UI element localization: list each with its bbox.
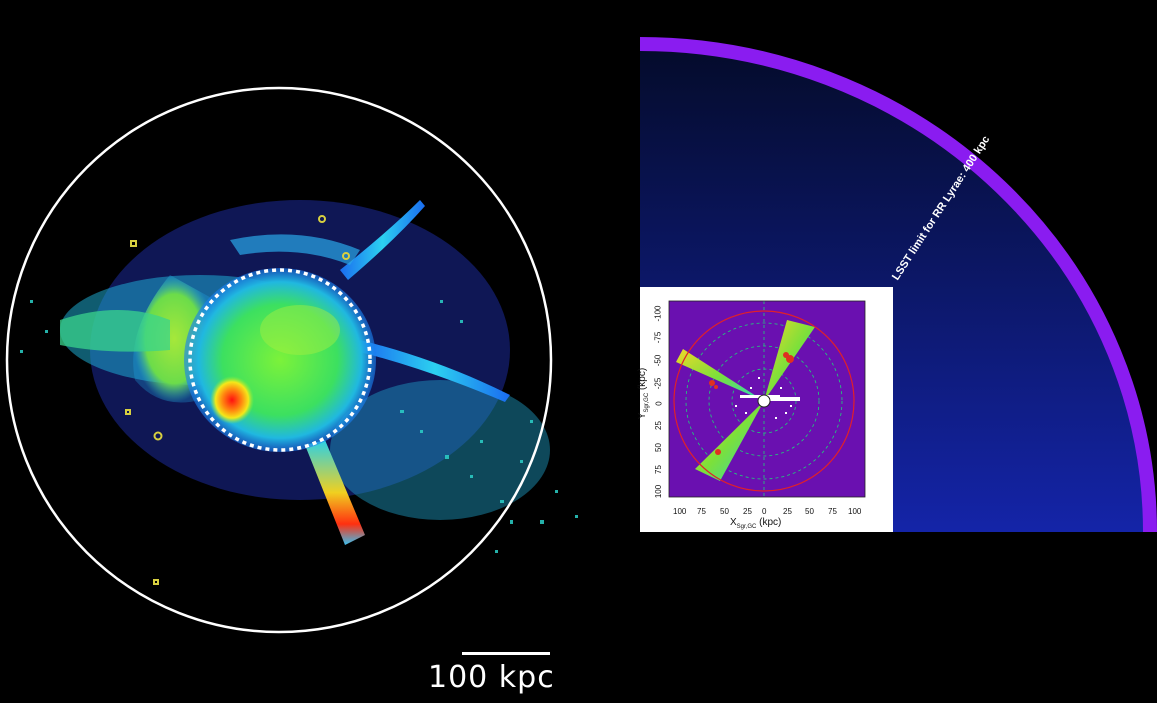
- stellar-shell: [60, 310, 170, 352]
- hot-spot: [210, 376, 254, 424]
- galactic-center: [757, 394, 771, 408]
- inset-plot-area: [668, 300, 866, 498]
- debris-speckle: [20, 300, 578, 553]
- core-highlight: [260, 305, 340, 355]
- y-tick: 75: [653, 465, 663, 474]
- y-label-main: Y: [637, 412, 649, 420]
- x-tick: 100: [848, 507, 862, 516]
- stellar-stream: [360, 340, 510, 402]
- boundary-circle: [673, 310, 855, 492]
- stellar-stream: [340, 200, 425, 280]
- x-label-unit: (kpc): [759, 517, 782, 528]
- scale-bar: [462, 652, 550, 655]
- x-tick: 25: [743, 507, 752, 516]
- y-tick: 100: [654, 484, 664, 499]
- density-peaks: [709, 352, 794, 455]
- x-label-main: X: [730, 517, 737, 528]
- x-tick: 50: [720, 507, 729, 516]
- inset-plot: 100 75 50 25 0 25 50 75 100 XSgr,GC (kpc…: [637, 287, 893, 532]
- inset-y-axis-label: YSgr,GC (kpc): [637, 368, 650, 419]
- central-galaxy: [184, 268, 376, 452]
- inner-dashed-circle: [188, 268, 372, 452]
- y-tick: 25: [653, 421, 663, 430]
- x-label-subscript: Sgr,GC: [736, 524, 757, 530]
- lsst-limit-arc: [640, 37, 1157, 532]
- y-tick: -75: [653, 331, 663, 344]
- scale-bar-label: 100 kpc: [428, 660, 555, 695]
- y-tick: -50: [653, 354, 663, 367]
- x-tick: 0: [762, 507, 767, 516]
- stellar-stream: [305, 440, 365, 545]
- inset-frame: [668, 300, 866, 498]
- survey-wedge: [676, 349, 764, 401]
- stellar-stream: [230, 234, 360, 265]
- satellite-markers: [125, 215, 350, 585]
- y-tick: 0: [654, 401, 664, 406]
- stellar-halo-map: [5, 86, 578, 634]
- y-label-unit: (kpc): [637, 367, 649, 391]
- debris-cloud: [330, 380, 550, 520]
- inset-x-axis-label: XSgr,GC (kpc): [730, 517, 781, 530]
- outer-radius-circle: [5, 86, 553, 634]
- x-tick: 50: [805, 507, 814, 516]
- y-tick: 50: [653, 443, 663, 452]
- y-tick: -100: [653, 305, 663, 322]
- guide-circle: [685, 322, 843, 480]
- x-tick: 100: [673, 507, 687, 516]
- x-tick: 75: [828, 507, 837, 516]
- y-tick: -25: [653, 377, 663, 390]
- x-tick: 25: [783, 507, 792, 516]
- survey-wedge: [695, 401, 764, 481]
- x-tick: 75: [697, 507, 706, 516]
- y-label-subscript: Sgr,GC: [644, 392, 651, 413]
